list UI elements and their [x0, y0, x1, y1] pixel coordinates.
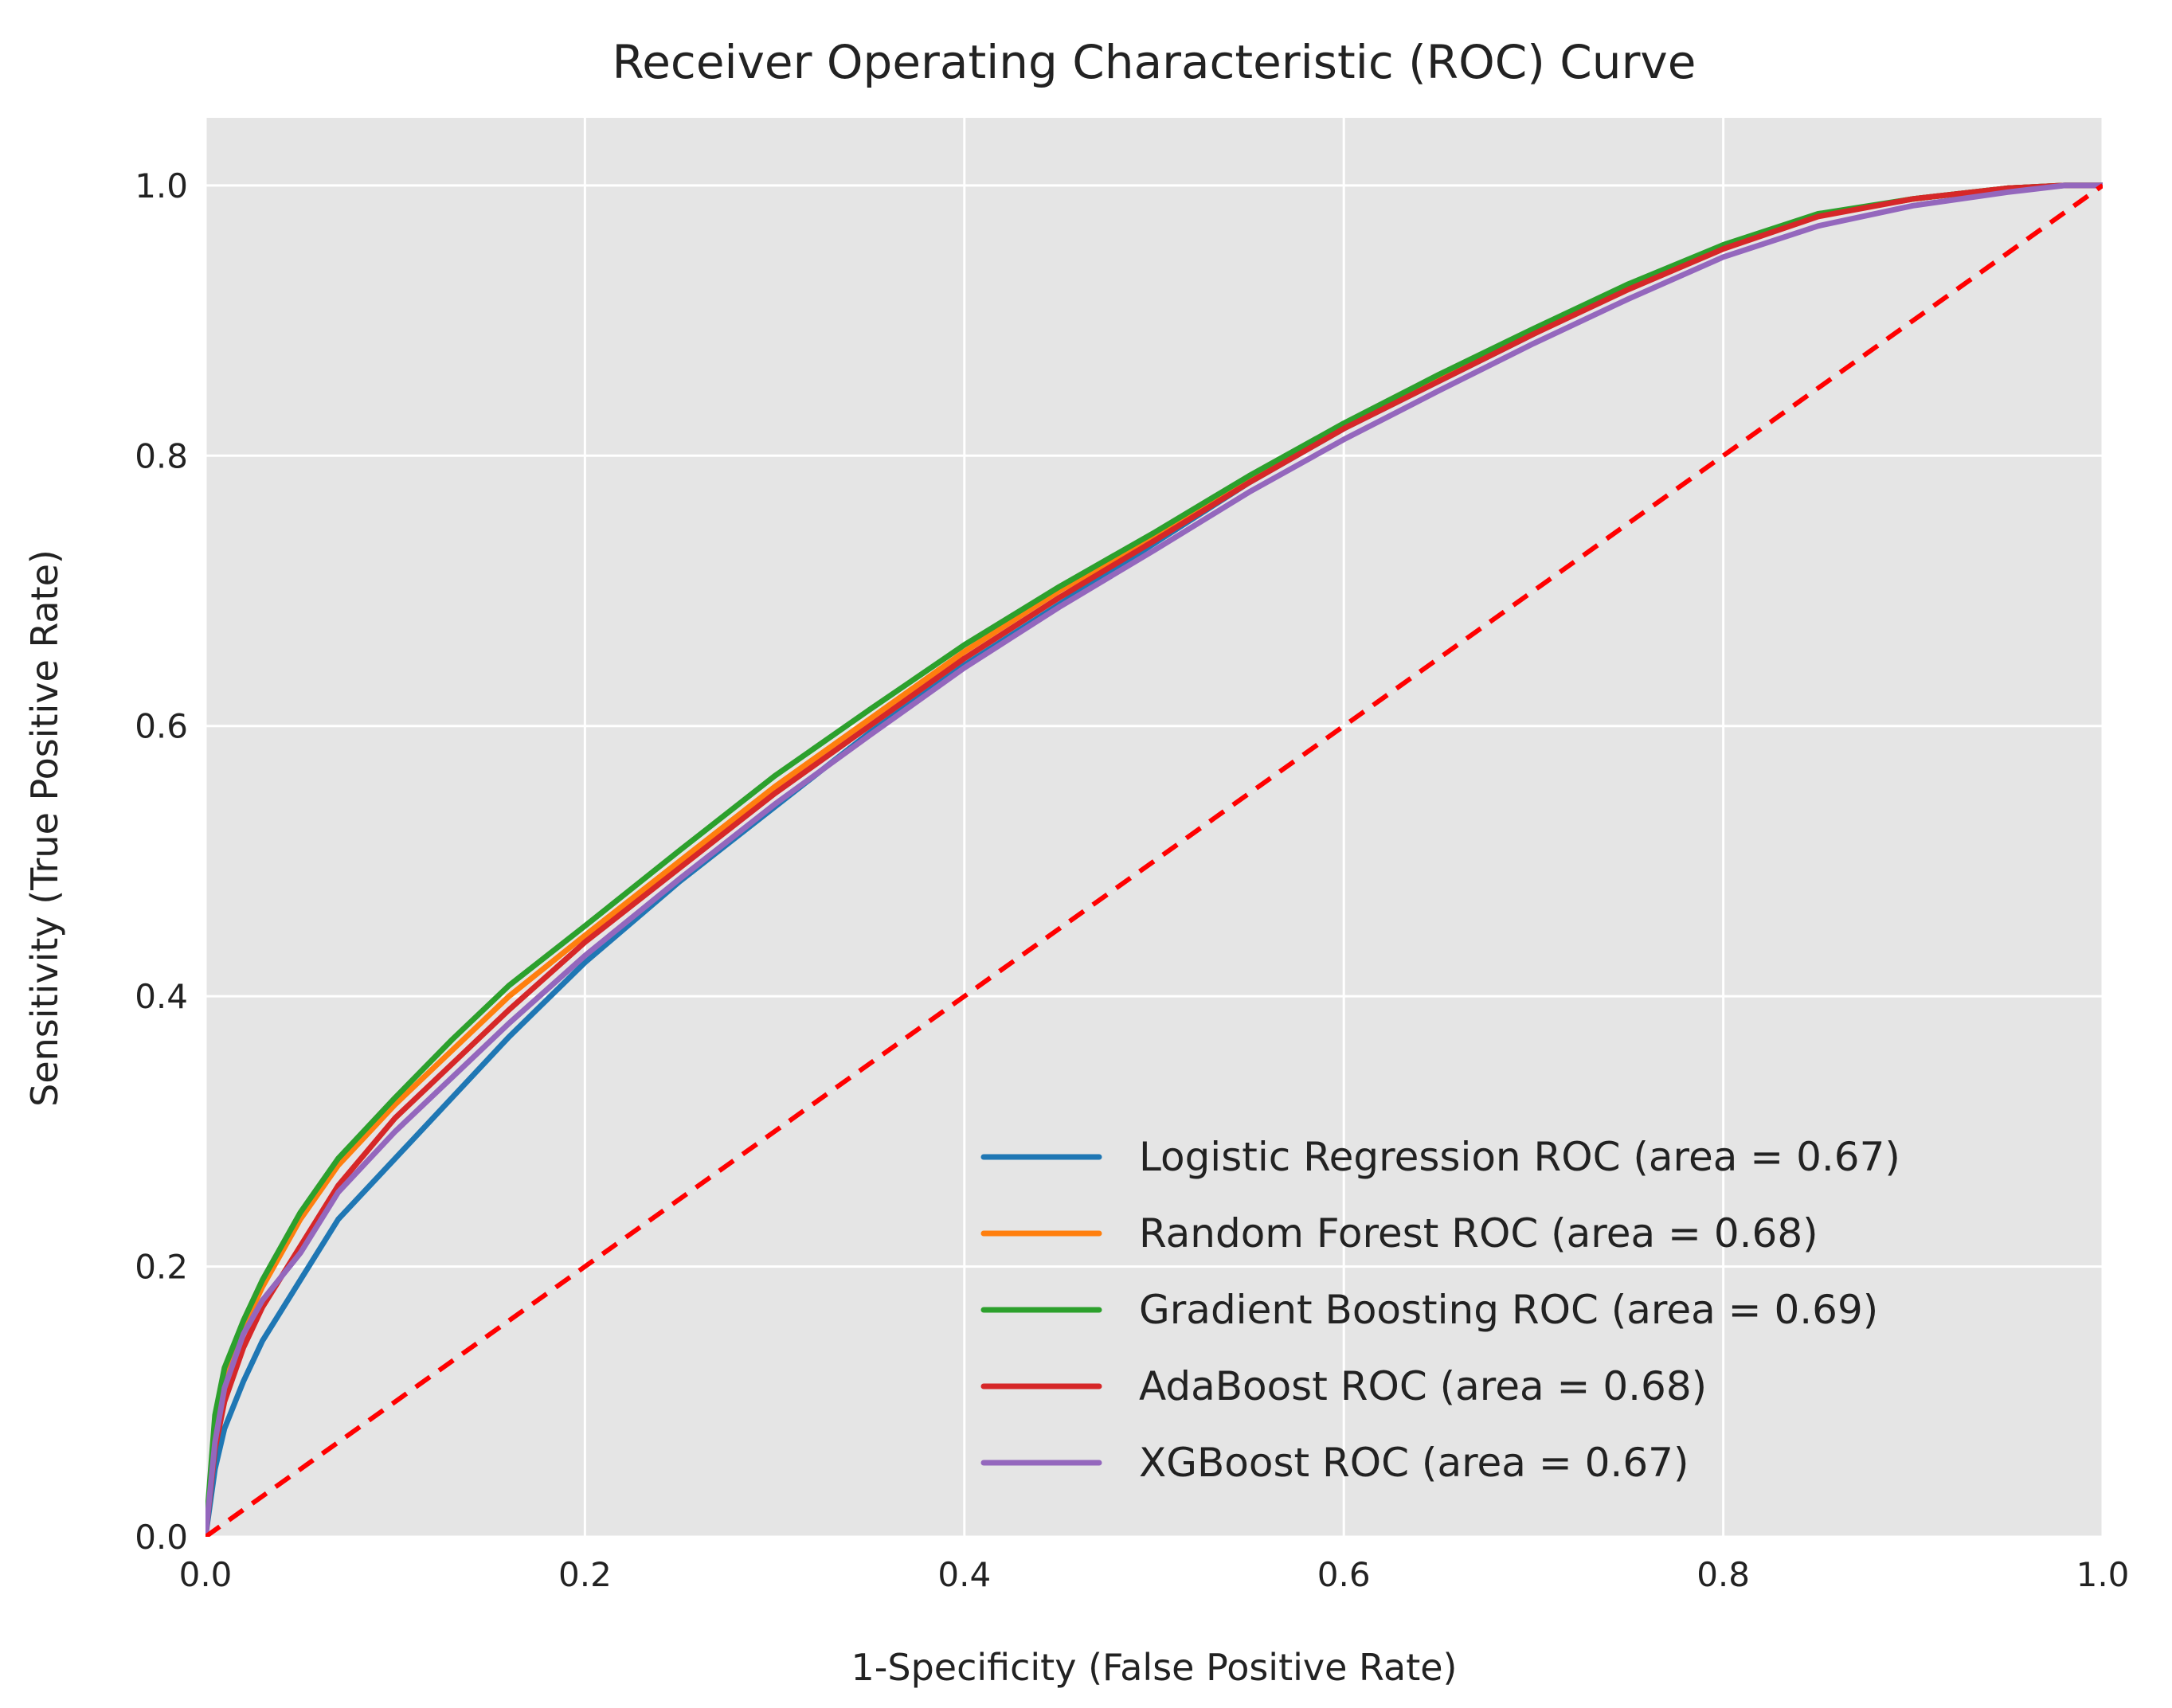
- x-tick-label: 0.2: [558, 1555, 612, 1594]
- series-group: [205, 182, 2103, 1537]
- chart-title: Receiver Operating Characteristic (ROC) …: [612, 35, 1697, 89]
- y-tick-label: 0.8: [135, 436, 188, 475]
- plot-area: 0.0 0.2 0.4 0.6 0.8 1.0 0.0 0.2 0.4 0.6 0.8 1.0: [135, 118, 2129, 1594]
- y-tick-label: 0.4: [135, 977, 188, 1016]
- legend-label-gradient-boosting: Gradient Boosting ROC (area = 0.69): [1139, 1287, 1878, 1333]
- x-tick-label: 0.4: [937, 1555, 991, 1594]
- x-tick-label: 0.0: [179, 1555, 233, 1594]
- y-tick-label: 0.0: [135, 1518, 188, 1557]
- reference-diagonal-line: [205, 183, 2103, 1537]
- x-axis-label: 1-Specificity (False Positive Rate): [851, 1646, 1458, 1689]
- legend-label-random-forest: Random Forest ROC (area = 0.68): [1139, 1210, 1818, 1257]
- series-line-gradient-boosting: [205, 182, 2103, 1537]
- x-tick-label: 0.8: [1697, 1555, 1750, 1594]
- y-tick-label: 0.6: [135, 707, 188, 746]
- y-axis-label: Sensitivity (True Positive Rate): [23, 549, 66, 1107]
- x-tick-label: 0.6: [1317, 1555, 1371, 1594]
- legend-label-adaboost: AdaBoost ROC (area = 0.68): [1139, 1363, 1707, 1409]
- y-tick-label: 1.0: [135, 166, 188, 205]
- legend-label-logistic-regression: Logistic Regression ROC (area = 0.67): [1139, 1134, 1900, 1180]
- x-tick-label: 1.0: [2076, 1555, 2130, 1594]
- y-tick-label: 0.2: [135, 1248, 188, 1287]
- plot-background: [205, 118, 2103, 1537]
- legend-label-xgboost: XGBoost ROC (area = 0.67): [1139, 1440, 1689, 1486]
- legend: Logistic Regression ROC (area = 0.67) Ran…: [980, 1134, 1900, 1486]
- series-line-xgboost: [205, 182, 2103, 1537]
